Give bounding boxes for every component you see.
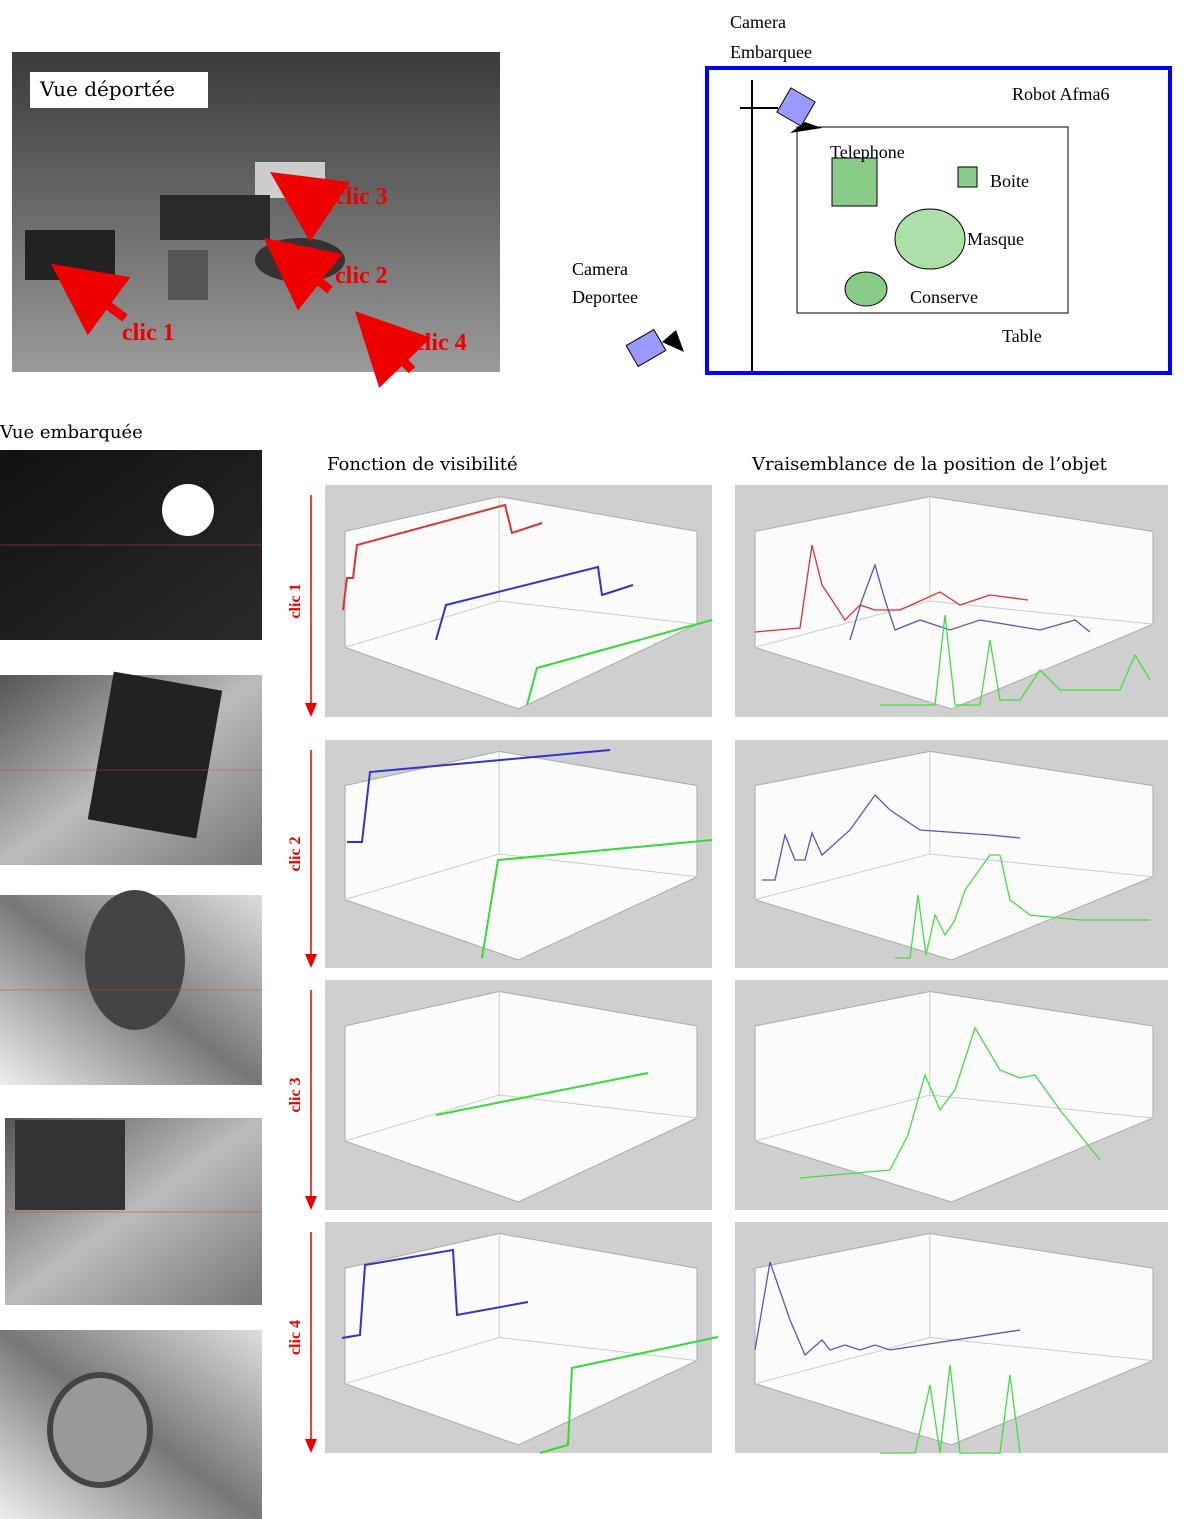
plot-curve [481,839,713,959]
plot-curve [435,565,634,641]
onboard-label: Vue embarquée [0,422,143,443]
row-arrowhead [305,954,317,968]
object-label: Masque [967,229,1024,249]
plot-curve [849,562,1091,641]
plot-curve [895,854,1150,959]
image-object [162,484,214,536]
click-label: clic 3 [335,184,388,210]
object-label: Boite [990,171,1029,191]
masque-shape [894,208,966,270]
click-arrows [50,172,431,388]
click-label: clic 4 [414,330,467,356]
plot-curve [342,503,543,611]
conserve-shape [844,271,888,307]
row-arrowhead [305,1439,317,1453]
row-arrowhead [305,1196,317,1210]
camera-label: Deportee [572,287,638,307]
photo-object [25,230,115,280]
camera-label: Camera [572,259,628,279]
photo-object [255,162,325,198]
plot-title: Fonction de visibilité [327,454,518,475]
object-label: Conserve [910,287,978,307]
boite-box [957,166,978,188]
image-crosshair [0,544,262,1213]
table-rect [796,126,1069,314]
camera-label: Camera [730,12,786,32]
plot-curve [880,614,1151,706]
remote-label: Vue déportée [39,77,175,101]
row-label: clic 4 [287,1320,304,1355]
label-box [30,72,208,108]
photo-object [160,195,270,240]
table-label: Table [1002,326,1042,346]
camera-icon [625,328,667,368]
image-object [15,1120,125,1210]
image-object [87,671,223,839]
row-label: clic 2 [287,836,304,871]
plot-curve [347,749,611,843]
click-label: clic 1 [122,320,175,346]
row-label: clic 1 [287,583,304,618]
photo-object [168,250,208,300]
robot-label: Robot Afma6 [1012,84,1110,104]
plot-title: Vraisemblance de la position de l’objet [751,454,1108,475]
plot-curve [435,1072,649,1116]
object-label: Telephone [830,142,905,162]
plot-curve [341,1248,529,1339]
plot-curve [762,793,1021,881]
plot-curve [799,1026,1101,1179]
camera-lens [662,330,684,352]
plot-curve [880,1364,1021,1454]
photo-object [255,238,345,282]
plot-curve [539,1336,719,1454]
plot-curve [526,619,713,706]
click-label: clic 2 [335,263,388,289]
camera-label: Embarquee [730,42,812,62]
row-arrowhead [305,703,317,717]
row-label: clic 3 [287,1077,304,1112]
telephone-box [831,157,878,207]
camera-icon [776,87,816,127]
image-object [85,890,185,1030]
robot-frame [705,66,1172,375]
plot-curve [754,1261,1021,1357]
image-object [47,1372,153,1488]
